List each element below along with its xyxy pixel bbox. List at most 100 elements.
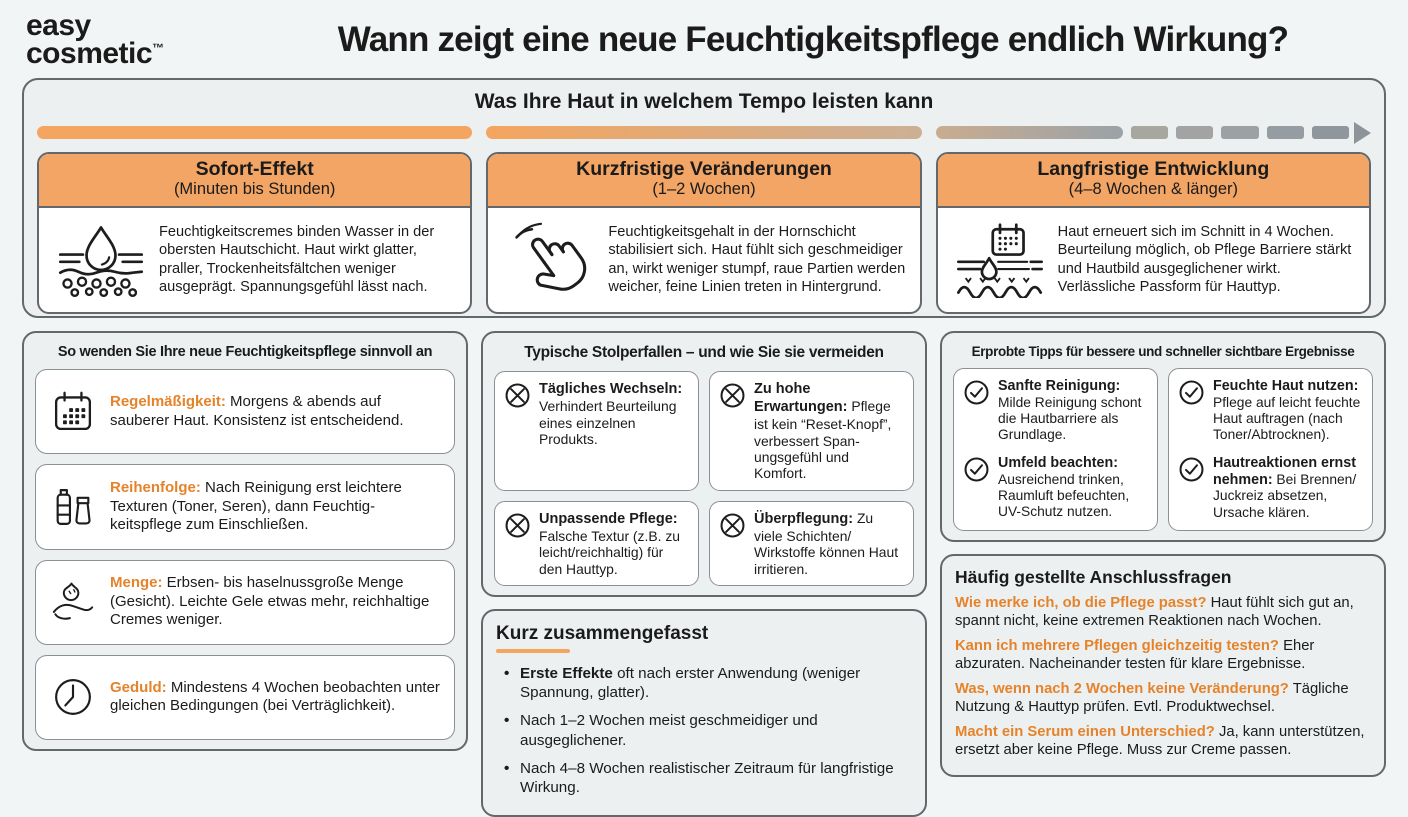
faq-heading: Häufig gestellte Anschlussfragen bbox=[955, 566, 1232, 587]
timeline-dash bbox=[1311, 126, 1350, 139]
stage-text: Haut erneuert sich im Schnitt in 4 Woche… bbox=[1057, 223, 1352, 296]
application-item: Geduld: Mindestens 4 Wochen beobachten u… bbox=[35, 654, 455, 740]
tip-item: Umfeld beachten: Ausreichend trinken, Ra… bbox=[963, 455, 1148, 521]
pitfalls-heading: Typische Stolperfallen – und wie Sie sie… bbox=[524, 344, 884, 361]
faq-item: Was, wenn nach 2 Wochen keine Veränderun… bbox=[955, 680, 1371, 716]
skin-moisture-icon bbox=[51, 222, 151, 298]
timeline-bar-solid bbox=[37, 126, 473, 139]
stage-card-body: Feuchtigkeitscremes binden Wasser in der… bbox=[39, 208, 470, 312]
cross-circle-icon bbox=[719, 512, 746, 539]
stage-text: Feuchtigkeitscremes binden Wasser in der… bbox=[159, 223, 435, 296]
timeline-arrow-icon bbox=[1354, 121, 1372, 144]
faq-item: Wie merke ich, ob die Pflege passt? Haut… bbox=[955, 594, 1371, 630]
tips-column: Erprobte Tipps für bessere und schneller… bbox=[940, 331, 1386, 778]
stage-text: Feuchtigkeitsgehalt in der Hornschicht s… bbox=[608, 223, 906, 296]
application-item-label: Reihenfolge: bbox=[110, 478, 201, 496]
application-item-text: Reihenfolge: Nach Reinigung erst leichte… bbox=[110, 479, 442, 535]
faq-question: Was, wenn nach 2 Wochen keine Veränderun… bbox=[955, 681, 1289, 698]
page-header: easy cosmetic™ Wann zeigt eine neue Feuc… bbox=[0, 0, 1408, 74]
application-item: Reihenfolge: Nach Reinigung erst leichte… bbox=[35, 464, 455, 550]
stage-card: Sofort-Effekt (Minuten bis Stunden) bbox=[37, 152, 473, 314]
summary-list: Erste Effekte oft nach erster Anwendung … bbox=[494, 664, 914, 797]
bottom-columns: So wenden Sie Ihre neue Feuchtigkeitspfl… bbox=[22, 331, 1386, 817]
application-item-text: Geduld: Mindestens 4 Wochen beobachten u… bbox=[110, 679, 442, 716]
faq-item: Macht ein Serum einen Unterschied? Ja, k… bbox=[955, 723, 1371, 759]
tips-heading: Erprobte Tipps für bessere und schneller… bbox=[971, 344, 1355, 359]
cross-circle-icon bbox=[504, 382, 531, 409]
pitfall-body: Verhindert Beurteilung eines einzelnen P… bbox=[539, 398, 677, 447]
pitfall-item: Zu hohe Erwartungen: Pflege ist kein “Re… bbox=[709, 371, 914, 491]
stage-card-header: Langfristige Entwicklung (4–8 Wochen & l… bbox=[937, 154, 1369, 208]
application-item-text: Regelmäßigkeit: Morgens & abends auf sau… bbox=[110, 393, 442, 430]
tip-text: Hautreaktionen ernst nehmen: Bei Brennen… bbox=[1213, 455, 1363, 521]
tip-body: Bei Brennen/ Juckreiz absetzen, Ursache … bbox=[1213, 471, 1357, 520]
stage-card: Langfristige Entwicklung (4–8 Wochen & l… bbox=[935, 152, 1371, 314]
tip-body: Pflege auf leicht feuchte Haut auftragen… bbox=[1213, 394, 1361, 443]
page-title: Wann zeigt eine neue Feuchtigkeitspflege… bbox=[337, 20, 1289, 59]
summary-bullet: Nach 1–2 Wochen meist geschmeidiger und … bbox=[504, 711, 914, 749]
stage-title: Sofort-Effekt bbox=[195, 158, 314, 180]
tips-box: Feuchte Haut nutzen: Pflege auf leicht f… bbox=[1168, 368, 1373, 531]
timeline-panel: Was Ihre Haut in welchem Tempo leisten k… bbox=[22, 78, 1386, 318]
stage-title: Langfristige Entwicklung bbox=[1037, 158, 1270, 180]
summary-bullet: Erste Effekte oft nach erster Anwendung … bbox=[504, 664, 914, 702]
pitfall-text: Unpassende Pflege: Falsche Textur (z.B. … bbox=[539, 510, 689, 577]
summary-bullet-bold: Erste Effekte bbox=[520, 665, 613, 683]
tips-box: Sanfte Reinigung: Milde Reinigung schont… bbox=[953, 368, 1158, 531]
stage-card-body: Feuchtigkeitsgehalt in der Hornschicht s… bbox=[488, 208, 919, 312]
pitfall-item: Tägliches Wechseln: Verhindert Beurteilu… bbox=[494, 371, 699, 491]
pitfall-text: Tägliches Wechseln: Verhindert Beurteilu… bbox=[539, 380, 689, 447]
application-heading: So wenden Sie Ihre neue Feuchtigkeitspfl… bbox=[57, 344, 433, 360]
pitfalls-grid: Tägliches Wechseln: Verhindert Beurteilu… bbox=[494, 371, 914, 587]
calendar-icon bbox=[48, 389, 98, 435]
pitfall-body: Zu viele Schichten/ Wirkstoffe können Ha… bbox=[754, 509, 899, 577]
timeline-bar-segment bbox=[935, 126, 1123, 139]
stage-card-body: Haut erneuert sich im Schnitt in 4 Woche… bbox=[938, 208, 1369, 312]
stage-subtitle: (1–2 Wochen) bbox=[652, 180, 756, 199]
brand-line2-wrap: cosmetic™ bbox=[26, 39, 244, 69]
brand-logo: easy cosmetic™ bbox=[26, 10, 244, 69]
stage-subtitle: (4–8 Wochen & länger) bbox=[1068, 180, 1238, 199]
summary-bullet-text: Nach 1–2 Wochen meist geschmeidiger und … bbox=[520, 712, 818, 749]
timeline-bar-dashed bbox=[935, 121, 1372, 144]
timeline-heading: Was Ihre Haut in welchem Tempo leisten k… bbox=[474, 90, 934, 113]
summary-accent-underline bbox=[496, 649, 570, 654]
calendar-skin-icon bbox=[950, 222, 1050, 298]
application-item-label: Menge: bbox=[110, 574, 163, 592]
stage-subtitle: (Minuten bis Stunden) bbox=[173, 180, 336, 199]
stage-title: Kurzfristige Veränderungen bbox=[576, 158, 832, 180]
faq-answer: Haut fühlt sich gut an, spannt nicht, ke… bbox=[955, 594, 1354, 629]
faq-item: Kann ich mehrere Pflegen gleichzeitig te… bbox=[955, 637, 1371, 673]
timeline-stage-1: Sofort-Effekt (Minuten bis Stunden) bbox=[37, 126, 473, 314]
application-item-label: Regelmäßigkeit: bbox=[110, 393, 226, 411]
tip-text: Sanfte Reinigung: Milde Reinigung schont… bbox=[998, 378, 1148, 444]
tips-panel: Erprobte Tipps für bessere und schneller… bbox=[940, 331, 1386, 542]
tip-text: Umfeld beachten: Ausreichend trinken, Ra… bbox=[998, 455, 1148, 521]
trademark-symbol: ™ bbox=[152, 41, 164, 55]
timeline-dash bbox=[1266, 126, 1304, 139]
summary-bullet: Nach 4–8 Wochen realistischer Zeitraum f… bbox=[504, 759, 914, 797]
timeline-dash bbox=[1130, 126, 1169, 139]
application-panel: So wenden Sie Ihre neue Feuchtigkeitspfl… bbox=[22, 331, 468, 751]
application-item: Menge: Erbsen- bis haselnussgroße Menge … bbox=[35, 559, 455, 645]
summary-panel: Kurz zusammengefasst Erste Effekte oft n… bbox=[481, 609, 927, 817]
application-item: Regelmäßigkeit: Morgens & abends auf sau… bbox=[35, 369, 455, 455]
tip-item: Feuchte Haut nutzen: Pflege auf leicht f… bbox=[1178, 378, 1363, 444]
tap-hand-icon bbox=[500, 222, 600, 298]
pitfall-text: Zu hohe Erwartungen: Pflege ist kein “Re… bbox=[754, 380, 904, 482]
pitfall-text: Überpflegung: Zu viele Schichten/ Wirkst… bbox=[754, 510, 904, 577]
stage-card-header: Sofort-Effekt (Minuten bis Stunden) bbox=[39, 154, 471, 208]
cosmetic-bottles-icon bbox=[48, 484, 98, 530]
application-item-text: Menge: Erbsen- bis haselnussgroße Menge … bbox=[110, 574, 442, 630]
stage-card: Kurzfristige Veränderungen (1–2 Wochen) bbox=[486, 152, 922, 314]
check-circle-icon bbox=[1178, 379, 1205, 406]
summary-heading: Kurz zusammengefasst bbox=[496, 623, 709, 645]
faq-answer: Ja, kann unterstützen, ersetzt aber kein… bbox=[955, 724, 1365, 759]
faq-question: Kann ich mehrere Pflegen gleichzeitig te… bbox=[955, 638, 1279, 654]
timeline-stage-2: Kurzfristige Veränderungen (1–2 Wochen) bbox=[486, 126, 922, 314]
application-item-body: Morgens & abends auf sauberer Haut. Kons… bbox=[110, 393, 404, 429]
timeline-dash bbox=[1221, 126, 1259, 139]
summary-bullet-text: Nach 4–8 Wochen realistischer Zeitraum f… bbox=[520, 759, 894, 796]
check-circle-icon bbox=[963, 379, 990, 406]
application-item-body: Nach Reinigung erst leichtere Texturen (… bbox=[110, 478, 402, 534]
